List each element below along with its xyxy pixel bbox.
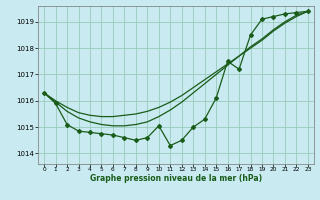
- X-axis label: Graphe pression niveau de la mer (hPa): Graphe pression niveau de la mer (hPa): [90, 174, 262, 183]
